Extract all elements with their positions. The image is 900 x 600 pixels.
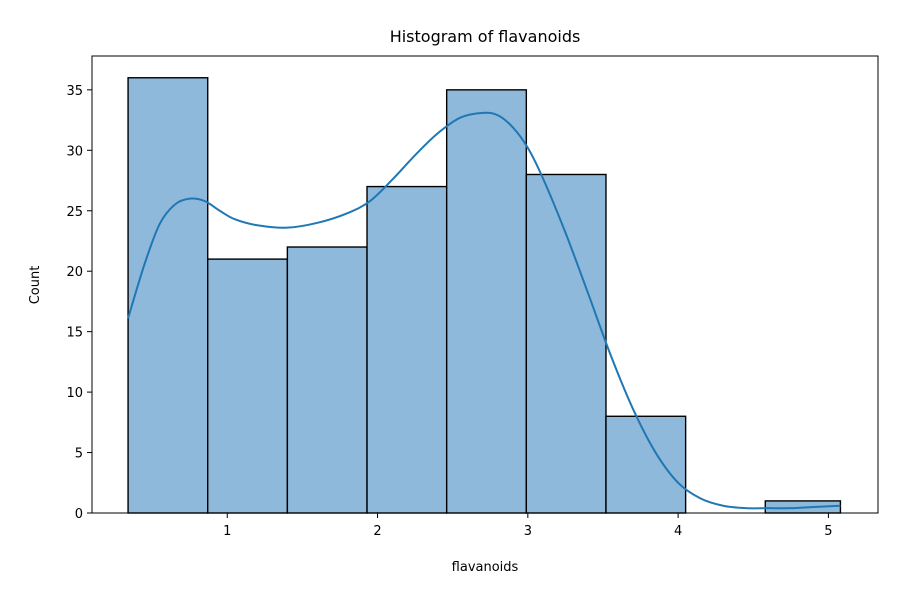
y-tick-label: 30 [66,144,83,159]
y-axis-ticks: 0 5 10 15 20 25 30 35 [66,84,92,522]
x-tick-label: 2 [373,524,381,539]
x-axis-ticks: 1 2 3 4 5 [223,513,833,539]
kde-curve [127,111,841,510]
histogram-bar [605,415,687,514]
x-tick-label: 1 [223,524,231,539]
histogram-bar [127,77,209,514]
y-tick-label: 15 [66,326,83,341]
histogram-bar [207,258,289,514]
y-tick-label: 20 [66,265,83,280]
x-tick-label: 3 [524,524,532,539]
y-tick-label: 25 [66,205,83,220]
x-axis-label: flavanoids [452,560,519,575]
y-axis-label: Count [28,266,43,305]
histogram-bar [366,185,448,514]
histogram-bar [286,246,368,514]
y-tick-label: 10 [66,386,83,401]
y-tick-label: 5 [75,447,83,462]
y-tick-label: 35 [66,84,83,99]
x-tick-label: 5 [824,524,832,539]
chart-title: Histogram of flavanoids [390,27,581,46]
y-tick-label: 0 [75,507,83,522]
histogram-bar [445,89,528,514]
histogram-bar [525,173,607,514]
plot-frame [91,55,879,514]
bars-layer [127,77,842,514]
x-tick-label: 4 [674,524,682,539]
